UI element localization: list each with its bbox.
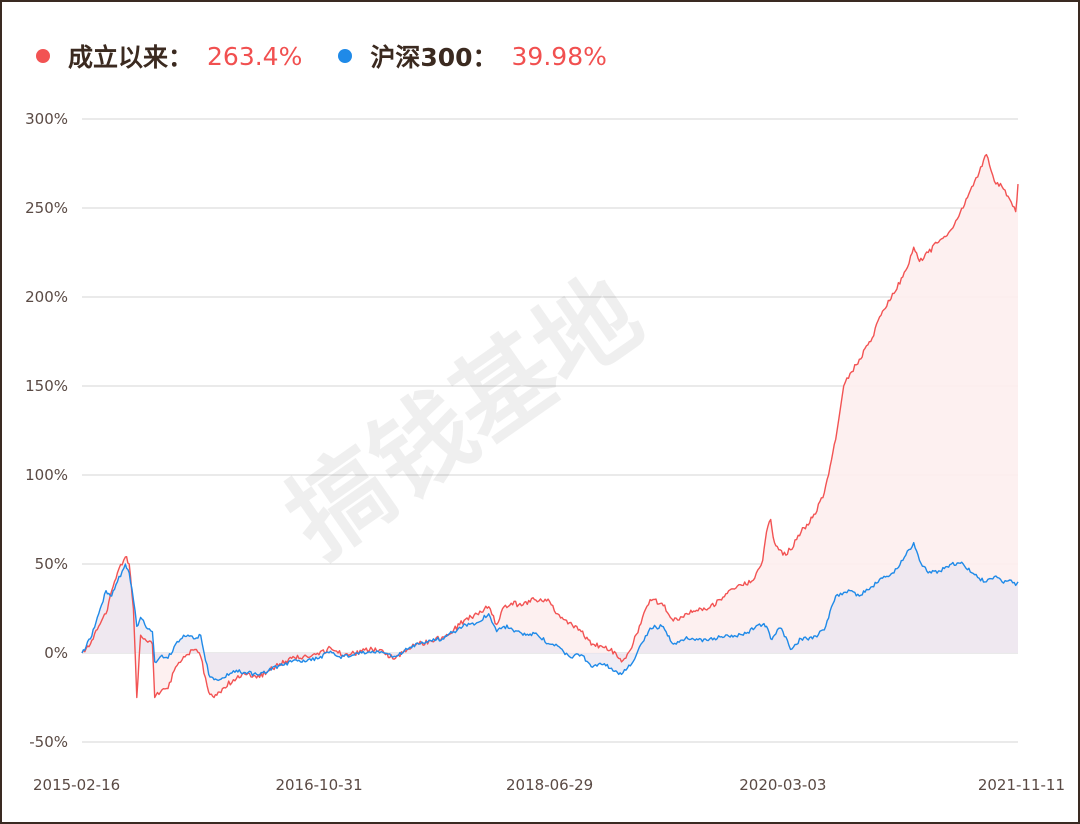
y-tick-label: 300% — [25, 110, 68, 128]
legend-index-value: 39.98% — [511, 41, 607, 71]
legend-item-fund[interactable]: 成立以来： 263.4% — [36, 38, 302, 74]
y-tick-label: 50% — [35, 555, 68, 573]
x-tick-label: 2021-11-11 — [978, 776, 1065, 794]
series-line-fund — [81, 153, 1019, 699]
y-tick-label: -50% — [29, 733, 68, 751]
series-area-index — [82, 542, 1018, 681]
x-tick-label: 2016-10-31 — [275, 776, 362, 794]
fund-dot-icon — [36, 49, 50, 63]
legend-fund-value: 263.4% — [207, 41, 303, 71]
chart-legend: 成立以来： 263.4% 沪深300： 39.98% — [36, 36, 607, 76]
watermark: 搞钱基地 — [267, 254, 662, 579]
area-layer — [82, 154, 1018, 698]
legend-item-index[interactable]: 沪深300： 39.98% — [338, 38, 607, 74]
x-tick-label: 2015-02-16 — [33, 776, 120, 794]
x-tick-label: 2020-03-03 — [739, 776, 826, 794]
x-tick-label: 2018-06-29 — [506, 776, 593, 794]
y-tick-label: 100% — [25, 466, 68, 484]
line-layer — [81, 153, 1019, 699]
y-tick-label: 0% — [44, 644, 68, 662]
legend-fund-name: 成立以来： — [68, 43, 194, 72]
index-dot-icon — [338, 49, 353, 63]
series-line-index — [81, 541, 1019, 682]
series-area-fund — [82, 154, 1018, 698]
y-tick-label: 150% — [25, 377, 68, 395]
legend-index-name: 沪深300： — [370, 43, 498, 72]
y-tick-label: 200% — [25, 288, 68, 306]
axis-layer: 300% 250% 200% 150% 100% 50% 0% -50% 2015-02-16 2… — [25, 110, 1065, 794]
y-tick-label: 250% — [25, 199, 68, 217]
